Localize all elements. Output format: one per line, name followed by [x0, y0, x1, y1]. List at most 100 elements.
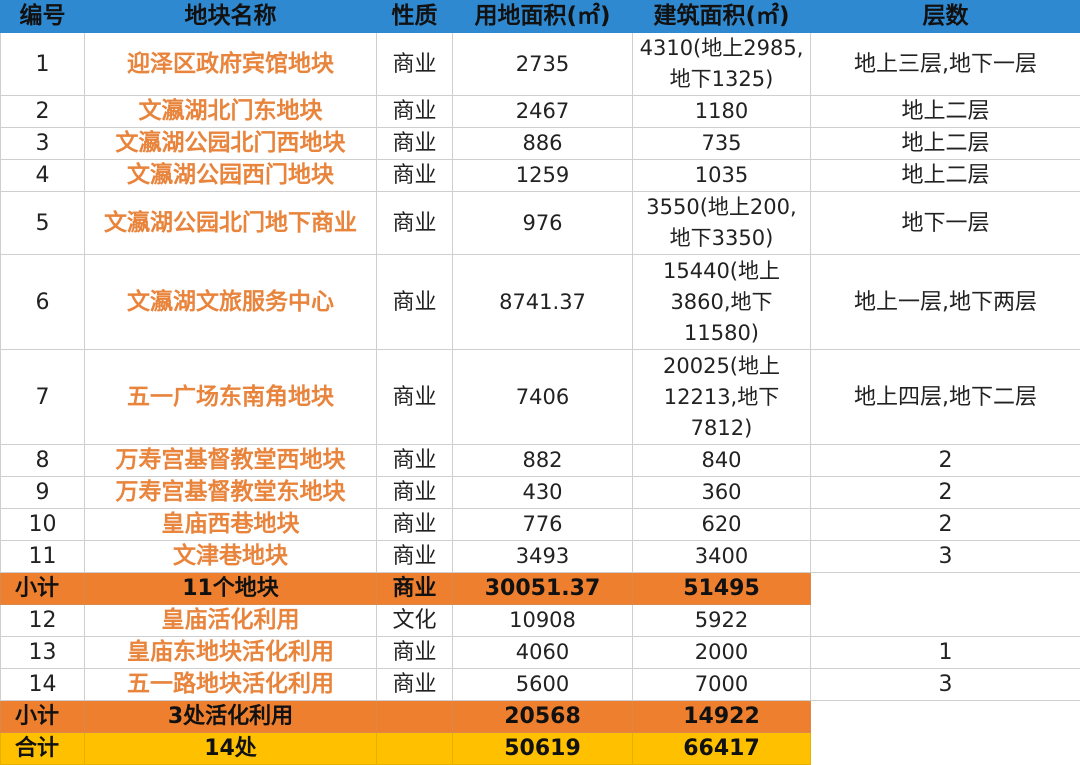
row-name: 文瀛湖公园北门地下商业 — [85, 192, 377, 255]
row-land: 10908 — [453, 605, 633, 637]
row-name: 文瀛湖北门东地块 — [85, 96, 377, 128]
row-build: 7000 — [633, 669, 811, 701]
row-id: 6 — [1, 255, 85, 350]
row-land: 430 — [453, 477, 633, 509]
row-land: 776 — [453, 509, 633, 541]
row-id: 4 — [1, 160, 85, 192]
row-build: 735 — [633, 128, 811, 160]
row-name: 文瀛湖公园西门地块 — [85, 160, 377, 192]
subtotal-row: 小计 11个地块 商业 30051.37 51495 — [1, 573, 1080, 605]
row-floors: 2 — [811, 477, 1080, 509]
subtotal-type-empty — [377, 701, 453, 733]
table-row: 12 皇庙活化利用 文化 10908 5922 — [1, 605, 1080, 637]
row-id: 5 — [1, 192, 85, 255]
row-floors — [811, 605, 1080, 637]
row-floors: 2 — [811, 509, 1080, 541]
row-land: 2735 — [453, 33, 633, 96]
header-id: 编号 — [1, 1, 85, 33]
header-land-area: 用地面积(㎡) — [453, 1, 633, 33]
row-build: 360 — [633, 477, 811, 509]
row-name: 万寿宫基督教堂东地块 — [85, 477, 377, 509]
row-name: 五一广场东南角地块 — [85, 350, 377, 445]
row-build: 2000 — [633, 637, 811, 669]
row-land: 7406 — [453, 350, 633, 445]
row-type: 商业 — [377, 477, 453, 509]
row-type: 商业 — [377, 192, 453, 255]
row-type: 文化 — [377, 605, 453, 637]
table-row: 13 皇庙东地块活化利用 商业 4060 2000 1 — [1, 637, 1080, 669]
table-row: 14 五一路地块活化利用 商业 5600 7000 3 — [1, 669, 1080, 701]
row-name: 文津巷地块 — [85, 541, 377, 573]
row-type: 商业 — [377, 33, 453, 96]
row-id: 12 — [1, 605, 85, 637]
row-name: 皇庙活化利用 — [85, 605, 377, 637]
row-name: 迎泽区政府宾馆地块 — [85, 33, 377, 96]
row-floors: 1 — [811, 637, 1080, 669]
header-type: 性质 — [377, 1, 453, 33]
table-row: 8 万寿宫基督教堂西地块 商业 882 840 2 — [1, 445, 1080, 477]
row-type: 商业 — [377, 128, 453, 160]
row-build: 1180 — [633, 96, 811, 128]
subtotal-floors-empty — [811, 573, 1080, 605]
row-type: 商业 — [377, 350, 453, 445]
row-build: 620 — [633, 509, 811, 541]
row-floors: 地上二层 — [811, 128, 1080, 160]
row-id: 9 — [1, 477, 85, 509]
row-id: 2 — [1, 96, 85, 128]
row-type: 商业 — [377, 637, 453, 669]
subtotal-label: 小计 — [1, 701, 85, 733]
row-type: 商业 — [377, 96, 453, 128]
subtotal-label: 小计 — [1, 573, 85, 605]
row-floors: 地上三层,地下一层 — [811, 33, 1080, 96]
row-floors: 3 — [811, 541, 1080, 573]
row-id: 14 — [1, 669, 85, 701]
subtotal-land: 20568 — [453, 701, 633, 733]
row-name: 万寿宫基督教堂西地块 — [85, 445, 377, 477]
row-id: 1 — [1, 33, 85, 96]
row-floors: 地上二层 — [811, 160, 1080, 192]
subtotal-name: 11个地块 — [85, 573, 377, 605]
header-row: 编号 地块名称 性质 用地面积(㎡) 建筑面积(㎡) 层数 — [1, 1, 1080, 33]
header-building-area: 建筑面积(㎡) — [633, 1, 811, 33]
row-type: 商业 — [377, 541, 453, 573]
row-land: 4060 — [453, 637, 633, 669]
row-name: 皇庙西巷地块 — [85, 509, 377, 541]
row-type: 商业 — [377, 669, 453, 701]
table-row: 2 文瀛湖北门东地块 商业 2467 1180 地上二层 — [1, 96, 1080, 128]
row-id: 11 — [1, 541, 85, 573]
table-row: 7 五一广场东南角地块 商业 7406 20025(地上 12213,地下 78… — [1, 350, 1080, 445]
subtotal-type: 商业 — [377, 573, 453, 605]
subtotal-land: 30051.37 — [453, 573, 633, 605]
subtotal-build: 51495 — [633, 573, 811, 605]
row-name: 文瀛湖公园北门西地块 — [85, 128, 377, 160]
row-build: 3400 — [633, 541, 811, 573]
row-land: 976 — [453, 192, 633, 255]
row-type: 商业 — [377, 160, 453, 192]
row-build: 15440(地上 3860,地下 11580) — [633, 255, 811, 350]
row-build: 20025(地上 12213,地下 7812) — [633, 350, 811, 445]
row-land: 1259 — [453, 160, 633, 192]
row-build: 4310(地上2985, 地下1325) — [633, 33, 811, 96]
subtotal-row: 小计 3处活化利用 20568 14922 — [1, 701, 1080, 733]
row-floors: 3 — [811, 669, 1080, 701]
subtotal-name: 3处活化利用 — [85, 701, 377, 733]
row-floors: 地上四层,地下二层 — [811, 350, 1080, 445]
row-land: 8741.37 — [453, 255, 633, 350]
table-row: 9 万寿宫基督教堂东地块 商业 430 360 2 — [1, 477, 1080, 509]
row-floors: 地上二层 — [811, 96, 1080, 128]
row-land: 882 — [453, 445, 633, 477]
row-name: 文瀛湖文旅服务中心 — [85, 255, 377, 350]
table-row: 3 文瀛湖公园北门西地块 商业 886 735 地上二层 — [1, 128, 1080, 160]
row-floors: 2 — [811, 445, 1080, 477]
table-row: 11 文津巷地块 商业 3493 3400 3 — [1, 541, 1080, 573]
row-type: 商业 — [377, 445, 453, 477]
header-name: 地块名称 — [85, 1, 377, 33]
row-floors: 地下一层 — [811, 192, 1080, 255]
row-id: 3 — [1, 128, 85, 160]
row-id: 13 — [1, 637, 85, 669]
row-build: 840 — [633, 445, 811, 477]
row-floors: 地上一层,地下两层 — [811, 255, 1080, 350]
row-id: 10 — [1, 509, 85, 541]
header-floors: 层数 — [811, 1, 1080, 33]
